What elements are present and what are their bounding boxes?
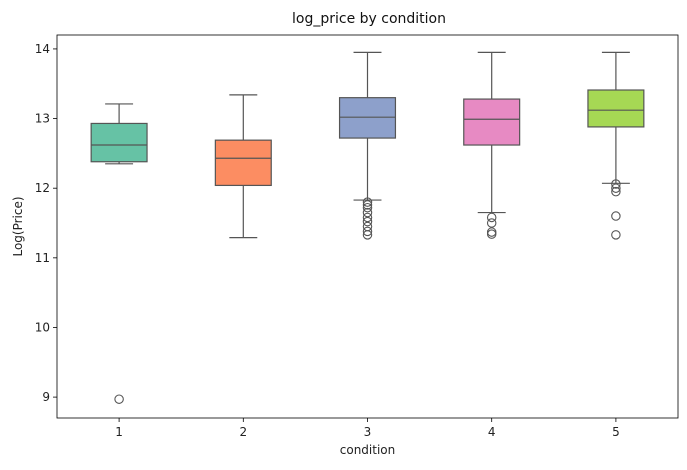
x-tick-label: 5 [612, 425, 620, 439]
outlier-point [362, 207, 373, 218]
outlier-point [486, 218, 497, 228]
x-axis-label: condition [340, 443, 395, 457]
y-tick-label: 10 [35, 320, 50, 334]
outlier-point [362, 212, 373, 223]
y-tick-label: 12 [35, 181, 50, 195]
outlier-point [611, 186, 621, 197]
iqr-box [90, 122, 148, 163]
outlier-point [611, 230, 621, 240]
boxes-layer [90, 51, 645, 404]
box-3 [338, 51, 397, 240]
outlier-point [486, 227, 497, 237]
outlier-point [611, 211, 621, 221]
y-tick-label: 11 [35, 251, 50, 265]
x-tick-label: 4 [488, 425, 496, 439]
outlier-point [486, 229, 497, 239]
outlier-point [114, 394, 124, 404]
x-axis: 1 2 3 4 5 [115, 418, 620, 439]
y-tick-label: 14 [35, 42, 50, 56]
outlier-point [362, 200, 373, 210]
y-axis-label: Log(Price) [11, 196, 25, 256]
y-axis: 9 10 11 12 13 14 [35, 42, 57, 404]
y-tick-label: 9 [42, 390, 50, 404]
x-tick-label: 3 [364, 425, 372, 439]
outlier-point [362, 216, 373, 227]
chart-title: log_price by condition [292, 11, 446, 27]
box-4 [463, 51, 521, 239]
outlier-point [486, 212, 497, 223]
outlier-point [362, 202, 373, 213]
y-tick-label: 13 [35, 112, 50, 126]
outlier-point [362, 226, 373, 237]
box-1 [90, 103, 148, 404]
iqr-box [587, 89, 645, 128]
box-2 [214, 94, 272, 239]
iqr-box [214, 139, 272, 187]
iqr-box [338, 97, 397, 139]
outlier-point [362, 197, 373, 207]
outlier-point [611, 183, 621, 193]
outlier-point [362, 221, 373, 232]
box-5 [587, 51, 645, 240]
x-tick-label: 2 [239, 425, 247, 439]
x-tick-label: 1 [115, 425, 123, 439]
iqr-box [463, 98, 521, 146]
outlier-point [362, 230, 373, 240]
outlier-point [611, 179, 621, 189]
